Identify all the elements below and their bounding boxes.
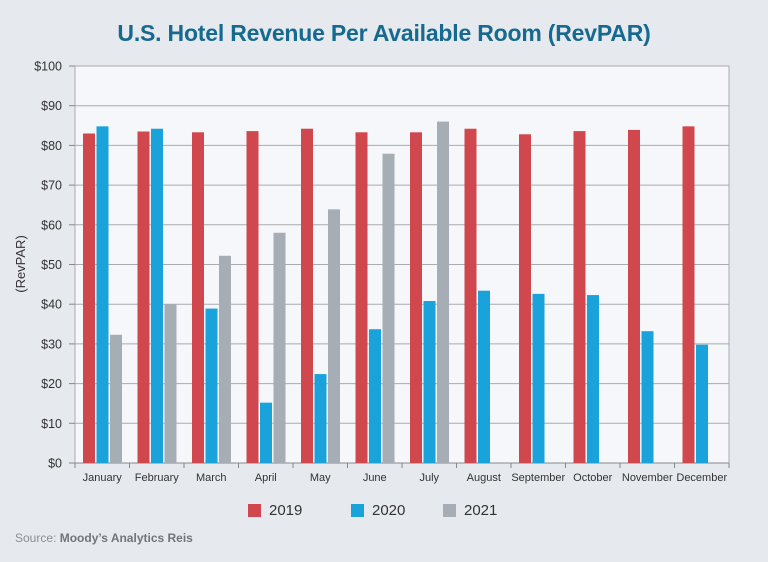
x-tick-label: February [135,472,180,484]
legend-label: 2020 [372,502,406,519]
gridlines [75,105,729,424]
y-tick-label: $20 [41,377,62,391]
bar-2020-june [369,329,381,463]
bar-2019-december [682,126,695,464]
bar-2021-january [110,334,122,463]
bar-2020-july [423,301,436,463]
bar-2020-august [478,290,490,463]
bar-2020-march [205,308,218,463]
bar-2019-july [410,132,422,463]
y-tick-label: $10 [41,417,62,431]
chart-title: U.S. Hotel Revenue Per Available Room (R… [117,20,651,46]
y-tick-label: $30 [41,337,62,351]
y-tick-label: $70 [41,179,62,193]
bar-2020-may [314,374,327,463]
bar-2021-may [328,209,340,463]
bar-2019-february [137,131,150,463]
bar-2020-december [696,344,708,463]
bar-2019-june [355,132,368,463]
x-tick-label: August [467,472,501,484]
legend-item-2020: 2020 [351,502,405,519]
bar-2019-march [192,132,204,463]
bar-2020-october [587,295,599,463]
legend-swatch [443,504,456,517]
x-tick-label: September [511,472,565,484]
x-tick-label: May [310,472,331,484]
x-tick-label: March [196,472,227,484]
x-tick-label: April [255,472,277,484]
legend-label: 2019 [269,502,303,519]
bar-2020-february [151,128,163,463]
bar-2020-november [641,331,654,463]
legend-item-2021: 2021 [443,502,497,519]
x-tick-label: July [419,472,439,484]
bar-2020-january [96,126,109,464]
bar-2020-september [532,293,545,463]
y-tick-label: $100 [34,60,62,74]
y-tick-label: $80 [41,139,62,153]
bars [83,121,708,464]
x-tick-label: October [573,472,612,484]
y-tick-label: $40 [41,298,62,312]
source-prefix: Source: [15,531,57,545]
y-tick-label: $90 [41,99,62,113]
legend-label: 2021 [464,502,498,519]
y-tick-label: $0 [48,457,62,471]
x-axis: January February March April May June July Augu… [74,462,730,484]
y-tick-label: $60 [41,218,62,232]
y-axis: $0 $10 $20 $30 $40 $50 $60 $70 $80 $90 $100 [34,60,75,471]
x-tick-label: November [622,472,673,484]
bar-2019-may [301,128,313,463]
y-tick-label: $50 [41,258,62,272]
bar-2019-april [246,131,259,463]
bar-2019-september [519,134,531,463]
source-note: Source: Moody’s Analytics Reis [15,531,193,545]
x-tick-label: January [83,472,123,484]
y-axis-label: (RevPAR) [13,235,28,293]
bar-2021-june [382,153,395,463]
bar-2019-january [83,133,95,464]
bar-2021-april [273,232,286,463]
bar-2021-march [219,255,231,463]
bar-2020-april [260,402,272,463]
legend-swatch [248,504,261,517]
source-name: Moody’s Analytics Reis [59,531,193,545]
bar-2021-february [164,304,177,463]
bar-2021-july [437,121,449,463]
x-tick-label: December [676,472,727,484]
legend-item-2019: 2019 [248,502,302,519]
bar-2019-august [464,128,477,463]
bar-2019-november [628,129,640,464]
x-tick-label: June [363,472,387,484]
bar-2019-october [573,131,586,463]
legend-swatch [351,504,364,517]
legend: 2019 2020 2021 [0,502,768,524]
